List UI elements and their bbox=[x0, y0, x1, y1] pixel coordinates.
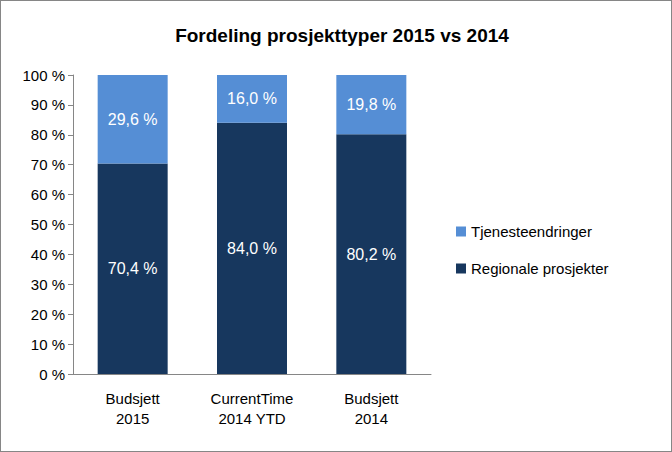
svg-text:20 %: 20 % bbox=[31, 306, 65, 323]
svg-text:30 %: 30 % bbox=[31, 276, 65, 293]
svg-text:2015: 2015 bbox=[116, 410, 149, 427]
svg-text:0 %: 0 % bbox=[39, 366, 65, 383]
svg-text:70 %: 70 % bbox=[31, 156, 65, 173]
svg-text:80,2 %: 80,2 % bbox=[346, 246, 396, 263]
svg-text:2014 YTD: 2014 YTD bbox=[218, 410, 285, 427]
svg-text:70,4 %: 70,4 % bbox=[108, 260, 158, 277]
svg-text:40 %: 40 % bbox=[31, 246, 65, 263]
svg-text:10 %: 10 % bbox=[31, 336, 65, 353]
svg-text:100 %: 100 % bbox=[22, 67, 65, 84]
svg-text:84,0 %: 84,0 % bbox=[227, 240, 277, 257]
svg-text:Regionale prosjekter: Regionale prosjekter bbox=[471, 260, 609, 277]
svg-text:60 %: 60 % bbox=[31, 186, 65, 203]
svg-text:CurrentTime: CurrentTime bbox=[211, 390, 294, 407]
svg-text:Fordeling prosjekttyper 2015 v: Fordeling prosjekttyper 2015 vs 2014 bbox=[175, 25, 509, 46]
svg-text:Tjenesteendringer: Tjenesteendringer bbox=[471, 223, 592, 240]
svg-text:80 %: 80 % bbox=[31, 126, 65, 143]
svg-text:Budsjett: Budsjett bbox=[344, 390, 399, 407]
svg-text:2014: 2014 bbox=[355, 410, 388, 427]
svg-text:16,0 %: 16,0 % bbox=[227, 90, 277, 107]
svg-text:29,6 %: 29,6 % bbox=[108, 111, 158, 128]
svg-text:19,8 %: 19,8 % bbox=[346, 96, 396, 113]
svg-text:50 %: 50 % bbox=[31, 216, 65, 233]
svg-text:90 %: 90 % bbox=[31, 96, 65, 113]
svg-text:Budsjett: Budsjett bbox=[106, 390, 161, 407]
